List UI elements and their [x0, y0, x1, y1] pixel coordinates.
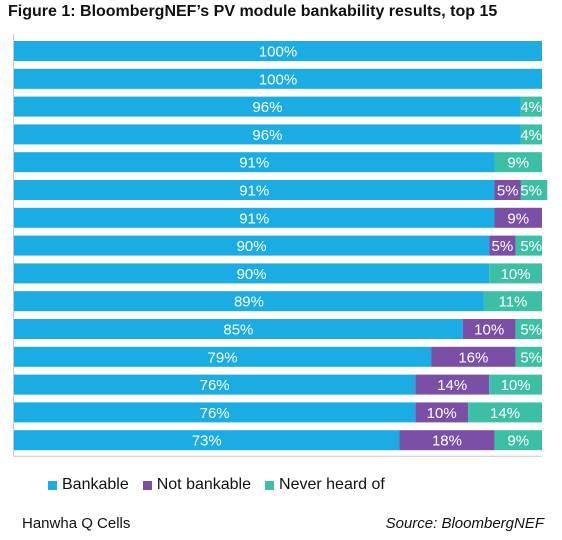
data-label-bankable: 85%	[223, 322, 253, 339]
data-label-bankable: 73%	[192, 433, 222, 450]
bar-segment-not-bankable	[415, 402, 469, 423]
data-label-never-heard: 5%	[520, 238, 542, 255]
data-label-bankable: 90%	[237, 238, 267, 255]
bar-segment-bankable	[14, 152, 495, 173]
data-label-bankable: 89%	[234, 294, 264, 311]
chart-title: Figure 1: BloombergNEF’s PV module banka…	[8, 3, 498, 20]
bar-segment-bankable	[14, 41, 542, 61]
legend: Bankable Not bankable Never heard of	[48, 476, 399, 494]
data-label-never-heard: 11%	[498, 294, 527, 311]
bar-segment-not-bankable	[462, 319, 516, 339]
bar-segment-never-heard	[515, 346, 542, 367]
data-label-not-bankable: 5%	[497, 183, 519, 200]
legend-item-not-bankable: Not bankable	[142, 476, 252, 494]
data-label-never-heard: 10%	[501, 377, 531, 394]
bar-segment-never-heard	[494, 430, 542, 451]
legend-swatch-never-heard	[265, 480, 275, 490]
bar-segment-bankable	[14, 319, 463, 339]
data-label-bankable: 79%	[208, 349, 238, 366]
bar-segment-bankable	[14, 346, 432, 367]
data-label-never-heard: 4%	[520, 127, 542, 144]
bar-segment-bankable	[14, 402, 416, 423]
data-label-bankable: 91%	[239, 210, 269, 227]
data-label-not-bankable: 10%	[427, 405, 457, 422]
data-label-not-bankable: 9%	[507, 210, 529, 227]
data-label-bankable: 96%	[252, 127, 282, 144]
data-label-not-bankable: 18%	[432, 433, 462, 450]
data-label-never-heard: 9%	[507, 155, 529, 172]
bar-segment-bankable	[14, 207, 495, 228]
legend-item-never-heard: Never heard of	[265, 476, 385, 494]
bar-chart: 100%100%96% 4%96% 4%91% 9%91% 5% 5%91% 9%90% 5%…	[13, 34, 548, 457]
bar-segment-not-bankable	[494, 207, 542, 228]
bar-segment-bankable	[14, 235, 490, 256]
data-label-bankable: 100%	[259, 44, 297, 61]
bar-segment-bankable	[14, 291, 484, 312]
data-label-never-heard: 4%	[520, 99, 542, 116]
bar-segment-never-heard	[489, 263, 542, 284]
data-label-bankable: 91%	[239, 183, 269, 200]
bar-segment-not-bankable	[494, 180, 521, 200]
bar-segment-not-bankable	[489, 235, 516, 256]
bar-segment-bankable	[14, 263, 490, 284]
bar-segment-never-heard	[483, 291, 542, 312]
footer-source: Source: BloombergNEF	[385, 515, 544, 532]
bar-segment-never-heard	[494, 152, 542, 173]
bar-segment-not-bankable	[431, 346, 516, 367]
data-label-not-bankable: 10%	[474, 322, 504, 339]
bar-segment-not-bankable	[415, 374, 490, 395]
bar-segment-never-heard	[520, 124, 542, 145]
legend-label: Never heard of	[279, 476, 385, 493]
data-label-never-heard: 5%	[520, 183, 542, 200]
footer-company: Hanwha Q Cells	[22, 515, 131, 532]
bar-segment-not-bankable	[399, 430, 495, 451]
data-label-never-heard: 9%	[507, 433, 529, 450]
data-label-bankable: 91%	[239, 155, 269, 172]
data-label-bankable: 90%	[237, 266, 267, 283]
data-label-not-bankable: 16%	[458, 349, 488, 366]
bar-segment-never-heard	[515, 319, 542, 339]
data-label-never-heard: 5%	[520, 349, 542, 366]
bar-segment-bankable	[14, 96, 521, 117]
legend-item-bankable: Bankable	[48, 476, 129, 494]
bar-segment-bankable	[14, 374, 416, 395]
bar-segment-bankable	[14, 124, 521, 145]
bar-segment-bankable	[14, 180, 495, 200]
data-label-never-heard: 14%	[490, 405, 520, 422]
bar-segment-bankable	[14, 430, 400, 451]
data-label-never-heard: 5%	[520, 322, 542, 339]
bar-segment-never-heard	[520, 96, 542, 117]
legend-label: Bankable	[62, 476, 129, 493]
data-label-never-heard: 10%	[501, 266, 531, 283]
bar-segment-never-heard	[520, 180, 548, 200]
bar-segment-never-heard	[468, 402, 542, 423]
bar-segment-bankable	[14, 68, 542, 89]
data-label-bankable: 96%	[252, 99, 282, 116]
bar-segment-never-heard	[489, 374, 542, 395]
data-label-bankable: 76%	[200, 405, 230, 422]
legend-swatch-bankable	[48, 480, 57, 490]
data-label-bankable: 76%	[200, 377, 230, 394]
data-label-bankable: 100%	[259, 71, 297, 88]
data-label-not-bankable: 14%	[437, 377, 467, 394]
data-label-not-bankable: 5%	[492, 238, 514, 255]
legend-swatch-not-bankable	[142, 480, 152, 490]
legend-label: Not bankable	[156, 476, 252, 493]
bar-segment-never-heard	[515, 235, 542, 256]
